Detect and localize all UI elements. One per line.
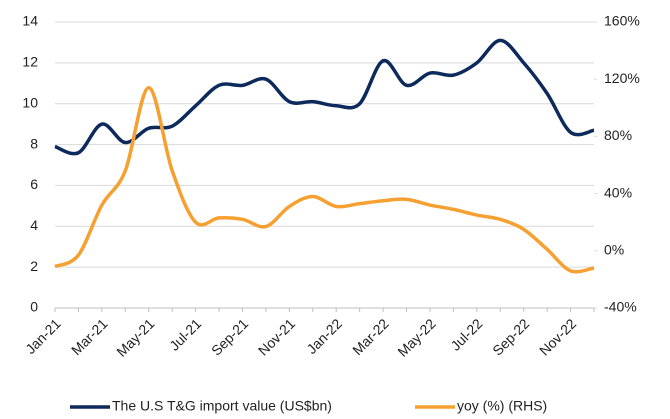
x-tick-label: May-22 [394,315,438,359]
x-tick-label: Sep-22 [489,315,532,358]
x-tick-label: Jan-21 [22,315,64,357]
x-tick-label: Sep-21 [208,315,251,358]
y2-tick-label: 80% [604,127,632,143]
y2-tick-label: 120% [604,70,640,86]
x-tick-label: Mar-22 [349,315,392,358]
legend-label: The U.S T&G import value (US$bn) [112,398,332,414]
y-tick-label: 8 [30,135,38,151]
series-line [54,86,595,274]
legend-label: yoy (%) (RHS) [457,398,547,414]
y-tick-label: 4 [30,217,38,233]
y-tick-label: 10 [22,94,38,110]
y2-tick-label: 40% [604,184,632,200]
x-tick-label: Mar-21 [68,315,111,358]
x-tick-label: Jul-22 [447,315,485,353]
y-tick-label: 12 [22,54,38,70]
x-tick-label: Jan-22 [303,315,345,357]
x-tick-label: Nov-22 [536,315,579,358]
y-tick-label: 0 [30,299,38,315]
y-tick-label: 6 [30,176,38,192]
y-tick-label: 2 [30,258,38,274]
series-line [54,38,595,156]
y-tick-label: 14 [22,13,38,29]
y2-tick-label: 160% [604,13,640,29]
x-tick-label: Nov-21 [255,315,298,358]
y2-tick-label: -40% [604,299,637,315]
x-tick-label: May-21 [113,315,157,359]
y2-tick-label: 0% [604,242,624,258]
x-tick-label: Jul-21 [166,315,204,353]
